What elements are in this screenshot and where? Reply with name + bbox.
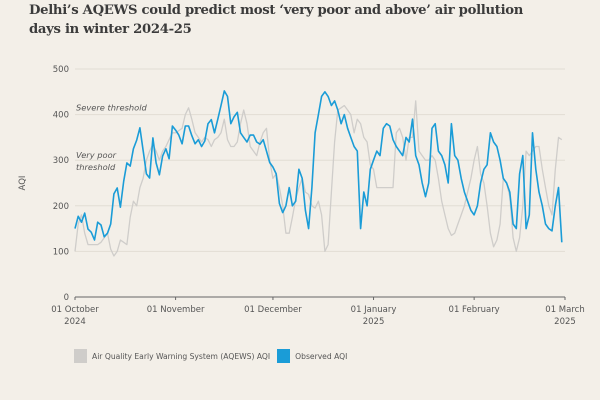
annotation-very-poor-threshold: Very poor [76, 150, 117, 160]
series-line-aqews [74, 100, 563, 257]
legend-swatch-observed [277, 349, 291, 363]
y-tick-label: 500 [53, 65, 69, 75]
y-axis-label: AQI [18, 176, 28, 191]
legend-label-observed: Observed AQI [295, 351, 348, 361]
series-line-observed [74, 90, 563, 243]
legend-label-aqews: Air Quality Early Warning System (AQEWS)… [92, 351, 271, 361]
x-tick-label-year: 2025 [363, 317, 385, 327]
annotation-very-poor-threshold-line2: threshold [76, 162, 116, 172]
x-tick-label-year: 2025 [554, 317, 576, 327]
legend-item-observed: Observed AQI [277, 349, 347, 363]
y-tick-label: 400 [53, 111, 69, 121]
chart-title: Delhi’s AQEWS could predict most ‘very p… [29, 3, 524, 37]
annotation-severe-threshold: Severe threshold [76, 103, 148, 113]
x-tick-label: 01 February [449, 305, 500, 315]
y-tick-label: 200 [53, 202, 69, 212]
legend: Air Quality Early Warning System (AQEWS)… [74, 349, 354, 363]
x-tick-label: 01 January [351, 305, 397, 315]
x-tick-label: 01 October [51, 305, 99, 315]
x-tick-label-year: 2024 [64, 317, 86, 327]
x-tick-label: 01 November [147, 305, 205, 315]
y-tick-label: 0 [64, 293, 69, 303]
legend-item-aqews: Air Quality Early Warning System (AQEWS)… [74, 349, 270, 363]
y-tick-label: 300 [53, 156, 69, 166]
legend-swatch-aqews [74, 349, 87, 363]
y-tick-label: 100 [53, 247, 69, 257]
x-tick-label: 01 March [545, 305, 584, 315]
x-tick-label: 01 December [244, 305, 302, 315]
